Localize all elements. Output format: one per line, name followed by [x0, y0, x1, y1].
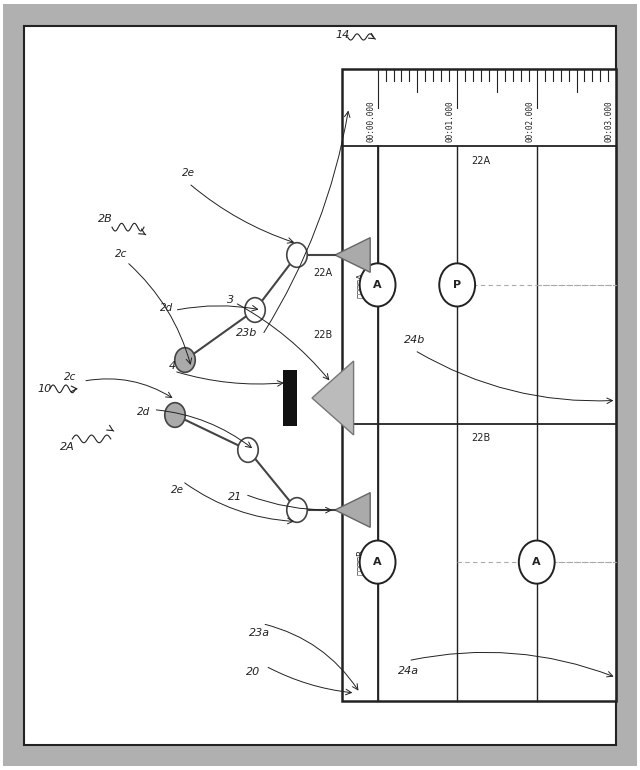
Text: 2d: 2d	[160, 303, 173, 313]
Circle shape	[360, 263, 396, 306]
Polygon shape	[335, 238, 370, 273]
Text: 00:02.000: 00:02.000	[525, 101, 534, 142]
Text: 2d: 2d	[138, 407, 150, 417]
Circle shape	[238, 437, 259, 462]
Text: 10: 10	[38, 384, 52, 393]
Text: 2A: 2A	[60, 442, 75, 451]
FancyBboxPatch shape	[283, 370, 297, 426]
FancyBboxPatch shape	[342, 69, 616, 701]
Text: 00:03.000: 00:03.000	[605, 101, 614, 142]
Text: 2c: 2c	[64, 373, 77, 382]
Text: 22A: 22A	[472, 156, 491, 166]
Text: 23b: 23b	[236, 329, 257, 338]
Circle shape	[244, 298, 265, 323]
Text: 00:01.000: 00:01.000	[445, 101, 454, 142]
Circle shape	[164, 403, 185, 427]
Text: 2c: 2c	[115, 249, 128, 259]
Text: 4: 4	[169, 361, 177, 370]
FancyBboxPatch shape	[24, 26, 616, 745]
Text: 21: 21	[228, 492, 243, 501]
Circle shape	[287, 243, 307, 267]
Text: A: A	[373, 557, 382, 567]
Text: 00:00.000: 00:00.000	[366, 101, 375, 142]
Text: ロボットB: ロボットB	[355, 549, 365, 575]
Text: 20: 20	[246, 668, 260, 677]
Circle shape	[175, 348, 195, 373]
Text: 2e: 2e	[172, 486, 184, 495]
Text: 14: 14	[335, 30, 349, 39]
Circle shape	[439, 263, 475, 306]
Text: 22B: 22B	[314, 330, 333, 340]
Polygon shape	[335, 493, 370, 527]
Text: 24a: 24a	[397, 667, 419, 676]
Text: 23a: 23a	[248, 628, 270, 638]
Text: 22A: 22A	[314, 269, 333, 278]
Text: P: P	[453, 280, 461, 290]
Circle shape	[519, 541, 555, 584]
Text: 2e: 2e	[182, 169, 195, 178]
Circle shape	[360, 541, 396, 584]
Text: A: A	[532, 557, 541, 567]
Polygon shape	[312, 361, 354, 435]
Text: ロボットA: ロボットA	[355, 272, 365, 298]
Text: 22B: 22B	[472, 433, 491, 443]
Circle shape	[287, 497, 307, 522]
Text: 3: 3	[227, 296, 234, 305]
Text: 24b: 24b	[404, 336, 426, 345]
Text: A: A	[373, 280, 382, 290]
FancyBboxPatch shape	[3, 4, 637, 766]
Text: 2B: 2B	[98, 215, 113, 224]
